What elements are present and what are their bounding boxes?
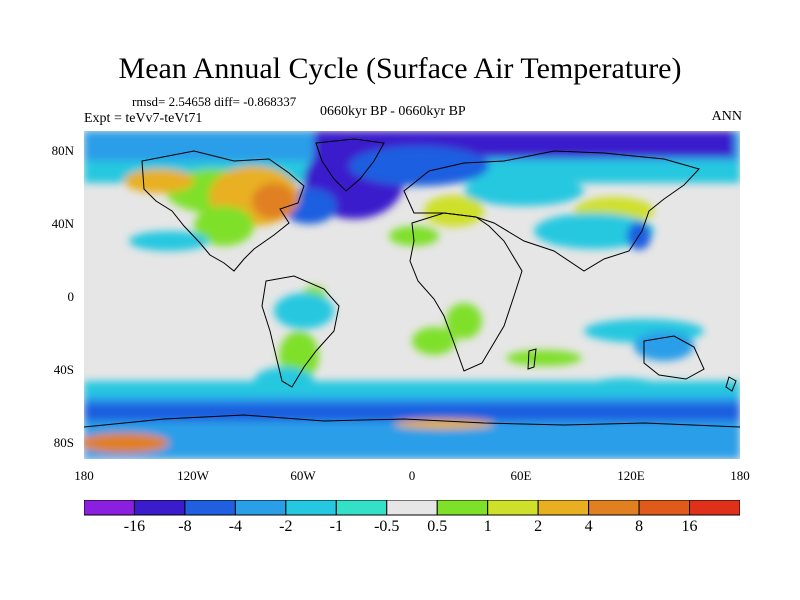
colorbar-swatch (386, 500, 438, 516)
colorbar-swatch (234, 500, 287, 516)
lon-tick-180e: 180 (730, 468, 750, 483)
colorbar-label: -4 (228, 518, 243, 535)
colorbar-label: 0.5 (427, 518, 448, 535)
lat-tick-0: 0 (67, 289, 75, 304)
colorbar-label: -1 (329, 518, 343, 535)
colorbar-label: 1 (483, 518, 492, 535)
colorbar-label: -2 (279, 518, 293, 535)
stats-line: rmsd= 2.54658 diff= -0.868337 (132, 94, 297, 109)
colorbar-label: -16 (123, 518, 146, 535)
colorbar-swatch (84, 500, 135, 516)
lon-tick-0: 0 (408, 468, 416, 483)
anomaly-fields (84, 131, 740, 459)
colorbar-swatch (638, 500, 691, 516)
colorbar-swatch (487, 500, 539, 516)
colorbar (84, 500, 740, 516)
period-label: 0660kyr BP - 0660kyr BP (320, 104, 466, 119)
colorbar-label: -0.5 (374, 518, 400, 535)
colorbar-label: 4 (584, 518, 593, 535)
temperature-map (84, 131, 740, 459)
lat-tick-40n: 40N (51, 216, 74, 231)
lon-tick-120e: 120E (617, 468, 645, 483)
experiment-label: Expt = teVv7-teVt71 (84, 111, 203, 126)
lat-tick-80s: 80S (53, 435, 74, 450)
colorbar-swatch (184, 500, 236, 516)
season-label: ANN (711, 109, 742, 124)
colorbar-swatch (537, 500, 590, 516)
lon-tick-60e: 60E (510, 468, 532, 483)
lon-tick-60w: 60W (290, 468, 316, 483)
coastlines (84, 138, 740, 428)
lat-tick-40s: 40S (53, 362, 74, 377)
plot-title: Mean Annual Cycle (Surface Air Temperatu… (118, 52, 682, 85)
lon-tick-120w: 120W (177, 468, 209, 483)
colorbar-swatch (436, 500, 489, 516)
lon-tick-180w: 180 (74, 468, 94, 483)
colorbar-swatch (335, 500, 388, 516)
colorbar-label: 16 (681, 518, 698, 535)
colorbar-label: 8 (635, 518, 644, 535)
lat-tick-80n: 80N (51, 143, 74, 158)
colorbar-swatch (133, 500, 186, 516)
colorbar-label: 2 (534, 518, 543, 535)
colorbar-swatch (285, 500, 337, 516)
colorbar-label: -8 (178, 518, 192, 535)
colorbar-swatch (588, 500, 640, 516)
colorbar-swatch (689, 500, 740, 516)
